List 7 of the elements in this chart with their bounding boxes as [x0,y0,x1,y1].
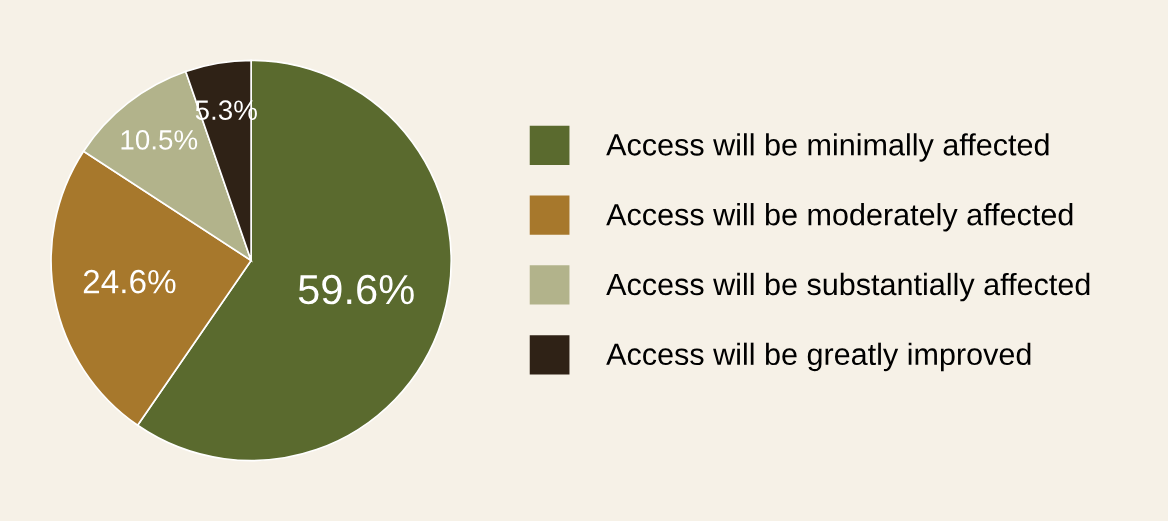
legend-label: Access will be substantially affected [606,272,1090,302]
data-label: 59.6% [298,274,414,305]
legend-label: Access will be moderately affected [606,203,1073,232]
data-label: 24.6% [83,269,176,294]
legend-label: Access will be minimally affected [606,133,1049,162]
legend-label: Access will be greatly improved [606,342,1031,372]
data-label: 10.5% [121,130,198,150]
